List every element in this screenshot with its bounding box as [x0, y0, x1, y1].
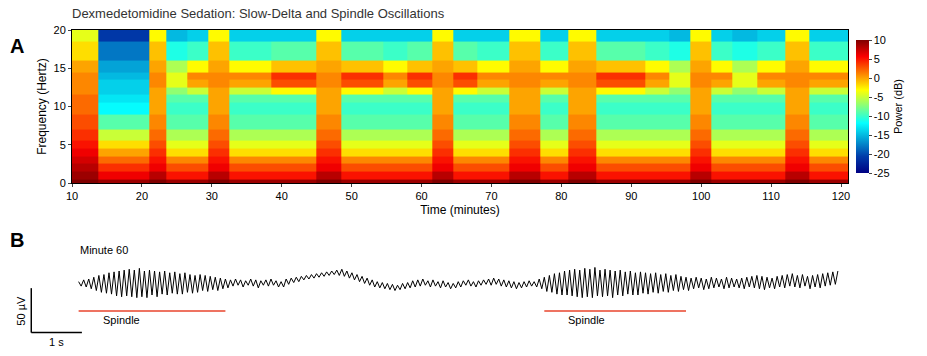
svg-text:Spindle: Spindle — [568, 314, 605, 326]
svg-text:Minute 60: Minute 60 — [80, 244, 128, 256]
svg-text:20: 20 — [136, 190, 148, 202]
svg-text:10: 10 — [54, 100, 66, 112]
svg-text:-25: -25 — [874, 167, 890, 179]
svg-text:30: 30 — [206, 190, 218, 202]
svg-text:Dexmedetomidine Sedation: Slow: Dexmedetomidine Sedation: Slow-Delta and… — [72, 6, 445, 21]
svg-text:50: 50 — [346, 190, 358, 202]
svg-text:60: 60 — [415, 190, 427, 202]
svg-text:B: B — [10, 229, 24, 251]
svg-text:5: 5 — [874, 53, 880, 65]
svg-text:-10: -10 — [874, 110, 890, 122]
svg-text:15: 15 — [54, 62, 66, 74]
svg-text:5: 5 — [60, 139, 66, 151]
svg-text:Power (dB): Power (dB) — [892, 79, 904, 134]
svg-text:A: A — [10, 35, 24, 57]
svg-text:10: 10 — [874, 34, 886, 46]
svg-text:10: 10 — [66, 190, 78, 202]
svg-text:-15: -15 — [874, 129, 890, 141]
svg-text:80: 80 — [555, 190, 567, 202]
svg-text:Time (minutes): Time (minutes) — [420, 203, 500, 217]
svg-text:90: 90 — [625, 190, 637, 202]
svg-text:-20: -20 — [874, 148, 890, 160]
svg-text:0: 0 — [60, 177, 66, 189]
svg-text:70: 70 — [485, 190, 497, 202]
svg-text:120: 120 — [832, 190, 850, 202]
svg-text:1 s: 1 s — [49, 336, 64, 348]
svg-text:50 µV: 50 µV — [15, 296, 27, 326]
svg-text:0: 0 — [874, 72, 880, 84]
svg-text:110: 110 — [762, 190, 780, 202]
svg-text:100: 100 — [692, 190, 710, 202]
svg-text:Frequency (Hertz): Frequency (Hertz) — [35, 58, 49, 155]
svg-text:40: 40 — [276, 190, 288, 202]
svg-text:-5: -5 — [874, 91, 884, 103]
svg-text:Spindle: Spindle — [103, 314, 140, 326]
svg-text:20: 20 — [54, 24, 66, 36]
